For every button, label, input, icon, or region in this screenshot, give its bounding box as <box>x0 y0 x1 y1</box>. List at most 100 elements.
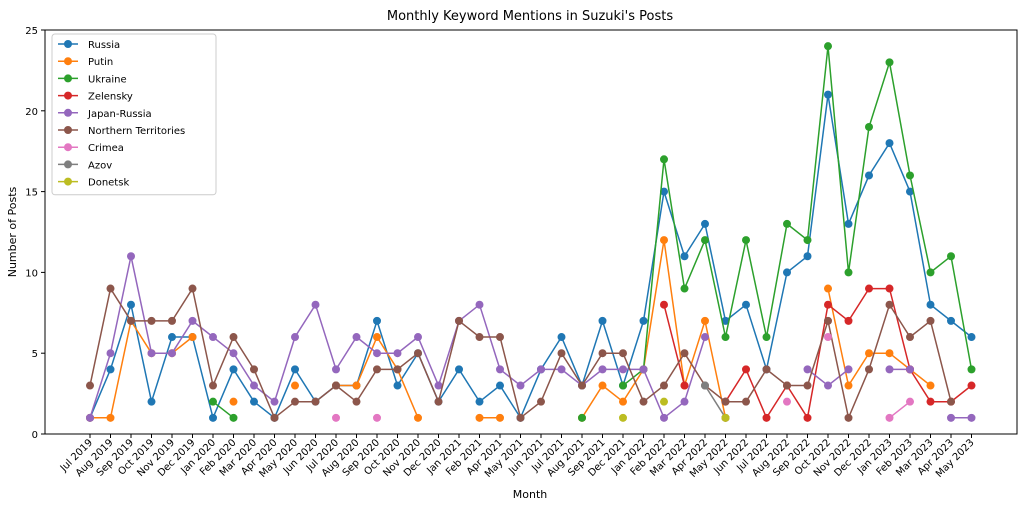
data-point <box>188 284 197 293</box>
data-point <box>639 397 648 406</box>
data-point <box>701 219 709 228</box>
data-point <box>844 413 853 422</box>
data-point <box>865 122 873 131</box>
data-point <box>168 333 176 342</box>
data-point <box>188 316 197 325</box>
data-point <box>660 413 668 422</box>
data-point <box>783 268 791 277</box>
legend-marker <box>64 126 72 134</box>
data-point <box>373 316 381 325</box>
data-point <box>660 187 668 196</box>
data-point <box>742 300 750 309</box>
series-ukraine <box>209 42 976 422</box>
data-point <box>967 333 976 342</box>
series-line <box>212 46 973 419</box>
data-point <box>926 381 935 390</box>
data-point <box>619 365 627 374</box>
data-point <box>168 316 176 325</box>
data-point <box>844 381 853 390</box>
data-point <box>373 333 381 342</box>
data-point <box>229 397 238 406</box>
data-point <box>250 397 258 406</box>
legend-item: Zelensky <box>58 91 133 103</box>
legend-item: Ukraine <box>58 74 127 85</box>
data-point <box>762 365 771 374</box>
plot-frame <box>44 29 1018 435</box>
data-point <box>865 171 873 180</box>
data-point <box>291 397 299 406</box>
data-point <box>127 252 135 261</box>
data-point <box>373 413 381 422</box>
y-tick-label: 25 <box>25 26 38 37</box>
legend-label: Azov <box>88 160 112 171</box>
data-point <box>660 300 668 309</box>
data-point <box>721 316 730 325</box>
data-point <box>311 300 320 309</box>
data-point <box>639 316 648 325</box>
data-point <box>721 397 730 406</box>
data-point <box>680 381 689 390</box>
data-point <box>147 316 156 325</box>
data-point <box>168 349 176 358</box>
data-point <box>885 300 894 309</box>
data-point <box>885 58 894 67</box>
data-point <box>844 219 853 228</box>
data-point <box>803 365 812 374</box>
data-point <box>701 236 709 245</box>
data-point <box>885 139 894 148</box>
data-point <box>783 219 791 228</box>
y-tick-label: 10 <box>25 268 38 279</box>
legend-item: Japan-Russia <box>58 108 152 120</box>
data-point <box>742 236 750 245</box>
data-point <box>660 155 668 164</box>
data-point <box>291 365 299 374</box>
data-point <box>250 381 258 390</box>
data-point <box>332 365 340 374</box>
data-point <box>209 333 217 342</box>
legend-item: Northern Territories <box>58 126 185 137</box>
data-point <box>516 413 525 422</box>
data-point <box>352 333 361 342</box>
data-point <box>147 397 156 406</box>
data-point <box>680 252 689 261</box>
series-northern-territories <box>86 284 955 422</box>
data-point <box>906 365 914 374</box>
data-point <box>947 316 955 325</box>
data-point <box>762 413 771 422</box>
data-point <box>229 413 238 422</box>
data-point <box>660 397 668 406</box>
data-point <box>619 397 627 406</box>
data-point <box>926 268 935 277</box>
legend-marker <box>64 143 72 152</box>
legend-item: Russia <box>58 40 120 51</box>
data-point <box>906 397 914 406</box>
data-point <box>619 381 627 390</box>
data-point <box>106 413 115 422</box>
data-point <box>557 349 566 358</box>
data-point <box>824 90 832 99</box>
legend-label: Ukraine <box>88 74 127 85</box>
data-point <box>783 381 791 390</box>
y-tick-label: 20 <box>25 107 38 118</box>
legend-label: Zelensky <box>88 92 133 103</box>
legend-item: Putin <box>58 57 113 68</box>
data-point <box>578 413 586 422</box>
data-point <box>721 333 730 342</box>
data-point <box>332 381 340 390</box>
data-point <box>680 397 689 406</box>
series-line <box>89 94 972 421</box>
data-point <box>742 365 750 374</box>
data-point <box>947 252 955 261</box>
data-point <box>496 333 504 342</box>
data-point <box>844 268 853 277</box>
data-point <box>803 252 812 261</box>
data-point <box>475 413 484 422</box>
data-point <box>865 365 873 374</box>
data-point <box>926 316 935 325</box>
data-point <box>147 349 156 358</box>
y-axis-label: Number of Posts <box>6 186 19 277</box>
data-point <box>557 333 566 342</box>
legend-label: Crimea <box>88 143 124 154</box>
data-point <box>906 171 914 180</box>
